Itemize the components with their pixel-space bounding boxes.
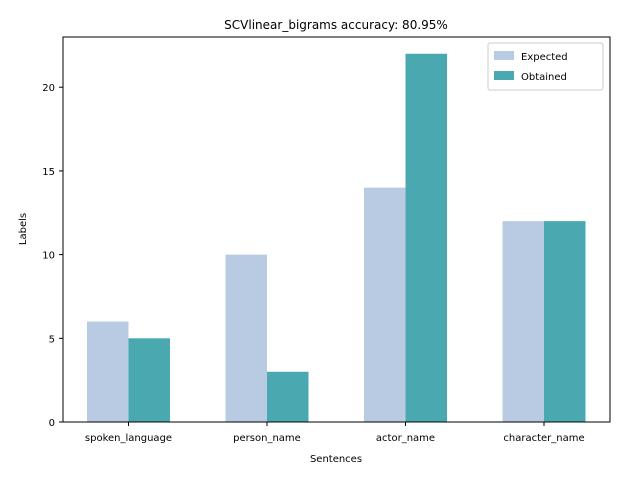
x-tick-label: spoken_language [85,433,172,444]
y-axis: 0 5 10 15 20 [42,83,63,429]
chart-title: SCVlinear_bigrams accuracy: 80.95% [224,18,448,32]
bar-obtained-spoken-language [128,338,170,422]
y-axis-label: Labels [18,213,29,245]
bar-expected-spoken-language [87,321,129,422]
bar-obtained-character-name [544,221,586,422]
y-tick-label: 15 [42,167,55,178]
bar-expected-character-name [502,221,544,422]
bar-obtained-actor-name [405,53,447,422]
y-tick-label: 5 [49,334,55,345]
bar-expected-person-name [225,254,267,422]
plot-frame [62,36,611,423]
legend: Expected Obtained [487,42,604,91]
bar-obtained-person-name [267,371,309,422]
y-tick-label: 10 [42,251,55,262]
bars-group [87,53,586,422]
legend-box [487,42,604,91]
legend-swatch-obtained [494,71,514,80]
x-axis-label: Sentences [310,454,362,465]
bar-expected-actor-name [364,187,406,422]
x-tick-label: actor_name [376,433,435,444]
y-tick-label: 20 [42,83,55,94]
legend-swatch-expected [494,51,514,60]
x-tick-label: character_name [503,433,584,444]
y-tick-label: 0 [49,418,55,429]
legend-label-obtained: Obtained [521,72,567,83]
x-axis: spoken_language person_name actor_name char… [85,422,585,444]
legend-label-expected: Expected [521,52,568,63]
x-tick-label: person_name [233,433,301,444]
